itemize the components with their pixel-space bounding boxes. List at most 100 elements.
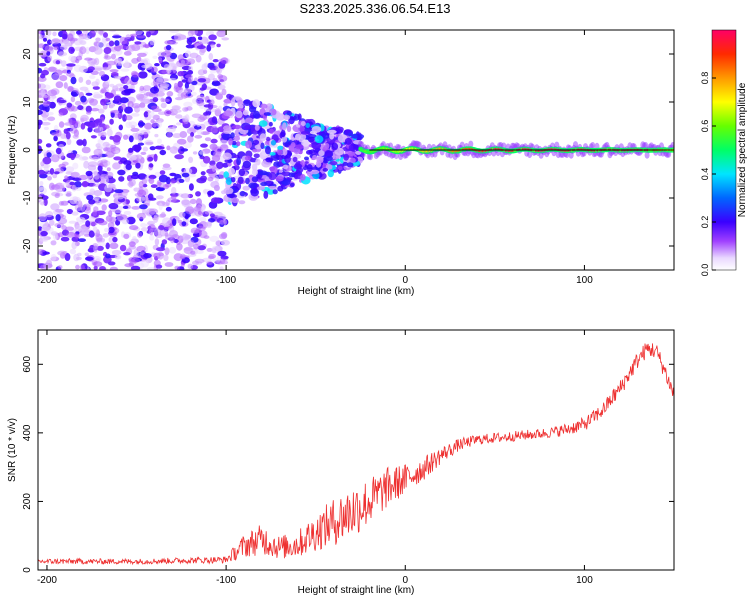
heatmap-cell-1065 — [77, 105, 84, 111]
heatmap-cell-1112 — [38, 138, 43, 144]
heatmap-cell-2006 — [347, 151, 357, 156]
heatmap-cell-2120 — [254, 124, 260, 131]
heatmap-cell-1218 — [124, 60, 130, 69]
heatmap-cell-1403 — [80, 117, 88, 121]
heatmap-cell-1345 — [199, 150, 206, 155]
heatmap-cell-1470 — [139, 204, 148, 210]
heatmap-cell-920 — [81, 226, 89, 235]
heatmap-cell-658 — [142, 85, 152, 92]
heatmap-cell-1194 — [219, 266, 224, 270]
heatmap-cell-329 — [38, 67, 43, 74]
heatmap-cell-1426 — [196, 45, 206, 50]
heatmap-cell-710 — [98, 108, 105, 114]
heatmap-cell-1213 — [173, 239, 179, 243]
heatmap-cell-935 — [173, 82, 178, 90]
heatmap-cell-482 — [200, 171, 206, 176]
heatmap-cell-1382 — [207, 176, 214, 182]
heatmap-cell-727 — [174, 265, 180, 270]
heatmap-cell-1823 — [277, 185, 284, 192]
heatmap-cell-1047 — [196, 94, 206, 101]
heatmap-cell-1315 — [171, 105, 181, 111]
heatmap-cell-1445 — [100, 131, 107, 138]
heatmap-cell-1241 — [192, 151, 198, 155]
heatmap-cell-946 — [161, 239, 168, 245]
heatmap-cell-2052 — [251, 163, 258, 172]
heatmap-cell-103 — [169, 30, 179, 34]
heatmap-cell-859 — [200, 143, 208, 148]
heatmap-cell-1938 — [251, 176, 259, 183]
heatmap-cell-724 — [111, 72, 119, 77]
heatmap-cell-1368 — [190, 229, 200, 234]
heatmap-cell-955 — [183, 101, 193, 108]
heatmap-cell-1781 — [235, 141, 241, 147]
heatmap-cell-1348 — [64, 175, 69, 180]
heatmap-cell-1441 — [42, 251, 50, 255]
heatmap-cell-1252 — [93, 190, 103, 196]
heatmap-cell-1207 — [38, 213, 47, 222]
heatmap-cell-1454 — [57, 250, 67, 256]
heatmap-cell-1390 — [137, 231, 143, 238]
heatmap-cell-1716 — [306, 149, 313, 155]
heatmap-cell-2138 — [245, 140, 253, 149]
heatmap-cell-2146 — [228, 138, 233, 146]
heatmap-cell-1181 — [165, 44, 172, 51]
heatmap-cell-1308 — [53, 171, 60, 175]
heatmap-cell-251 — [75, 256, 82, 261]
heatmap-cell-863 — [102, 233, 110, 238]
heatmap-cell-1458 — [49, 168, 55, 175]
heatmap-cell-2097 — [282, 148, 288, 156]
heatmap-cell-1137 — [43, 37, 47, 42]
heatmap-cell-1393 — [116, 213, 124, 222]
snr-panel: -200 -100 0 100 0 200 400 600 Height of straig… — [7, 329, 675, 596]
heatmap-cell-1419 — [128, 178, 136, 187]
heatmap-cell-1484 — [220, 57, 229, 65]
heatmap-cell-1074 — [63, 128, 69, 134]
heatmap-cell-902 — [134, 154, 143, 162]
heatmap-cell-1161 — [71, 91, 77, 97]
heatmap-cell-1116 — [59, 75, 68, 82]
heatmap-cell-839 — [81, 180, 89, 188]
heatmap-cell-933 — [101, 66, 110, 71]
heatmap-cell-1306 — [107, 261, 116, 266]
heatmap-cell-1083 — [139, 85, 145, 92]
heatmap-cell-1414 — [120, 103, 127, 110]
heatmap-cell-1215 — [74, 203, 83, 212]
heatmap-cell-1135 — [68, 46, 75, 54]
heatmap-cell-791 — [217, 30, 227, 33]
heatmap-cell-1157 — [79, 46, 87, 55]
heatmap-cell-1086 — [50, 203, 60, 211]
heatmap-cell-1199 — [187, 70, 194, 75]
heatmap-cell-647 — [159, 149, 167, 156]
heatmap-cell-2123 — [312, 155, 318, 160]
heatmap-cell-665 — [66, 231, 76, 238]
heatmap-cell-1427 — [200, 206, 206, 213]
heatmap-cell-1154 — [133, 187, 140, 192]
colorbar-tick-label-1: 0.2 — [700, 216, 710, 229]
heatmap-cell-1486 — [61, 33, 68, 40]
heatmap-cell-513 — [76, 30, 82, 35]
heatmap-cell-1479 — [55, 147, 62, 155]
heatmap-cell-987 — [145, 141, 154, 145]
heatmap-cell-1468 — [131, 103, 141, 109]
heatmap-cell-789 — [223, 102, 228, 107]
heatmap-cell-1354 — [54, 222, 65, 228]
heatmap-cell-879 — [153, 153, 158, 162]
heatmap-cell-1158 — [92, 104, 102, 109]
heatmap-cell-430 — [66, 138, 72, 145]
heatmap-cell-72 — [105, 242, 110, 250]
heatmap-cell-908 — [45, 111, 54, 116]
heatmap-cell-1408 — [221, 240, 231, 246]
heatmap-cell-1268 — [38, 169, 45, 175]
heatmap-cell-1961 — [270, 166, 278, 174]
heatmap-cell-997 — [210, 125, 219, 134]
heatmap-cell-2804 — [670, 142, 674, 150]
spectrogram-x-tick-label-2: 0 — [402, 275, 408, 286]
heatmap-cell-1247 — [136, 35, 146, 39]
heatmap-cell-628 — [97, 165, 103, 172]
heatmap-cell-1185 — [163, 254, 169, 261]
heatmap-cell-1928 — [223, 110, 234, 117]
heatmap-cell-1351 — [180, 148, 189, 152]
spectrogram-y-tick-label-2: 0 — [22, 147, 33, 153]
heatmap-cell-1128 — [106, 60, 116, 66]
heatmap-cell-1356 — [123, 252, 131, 256]
